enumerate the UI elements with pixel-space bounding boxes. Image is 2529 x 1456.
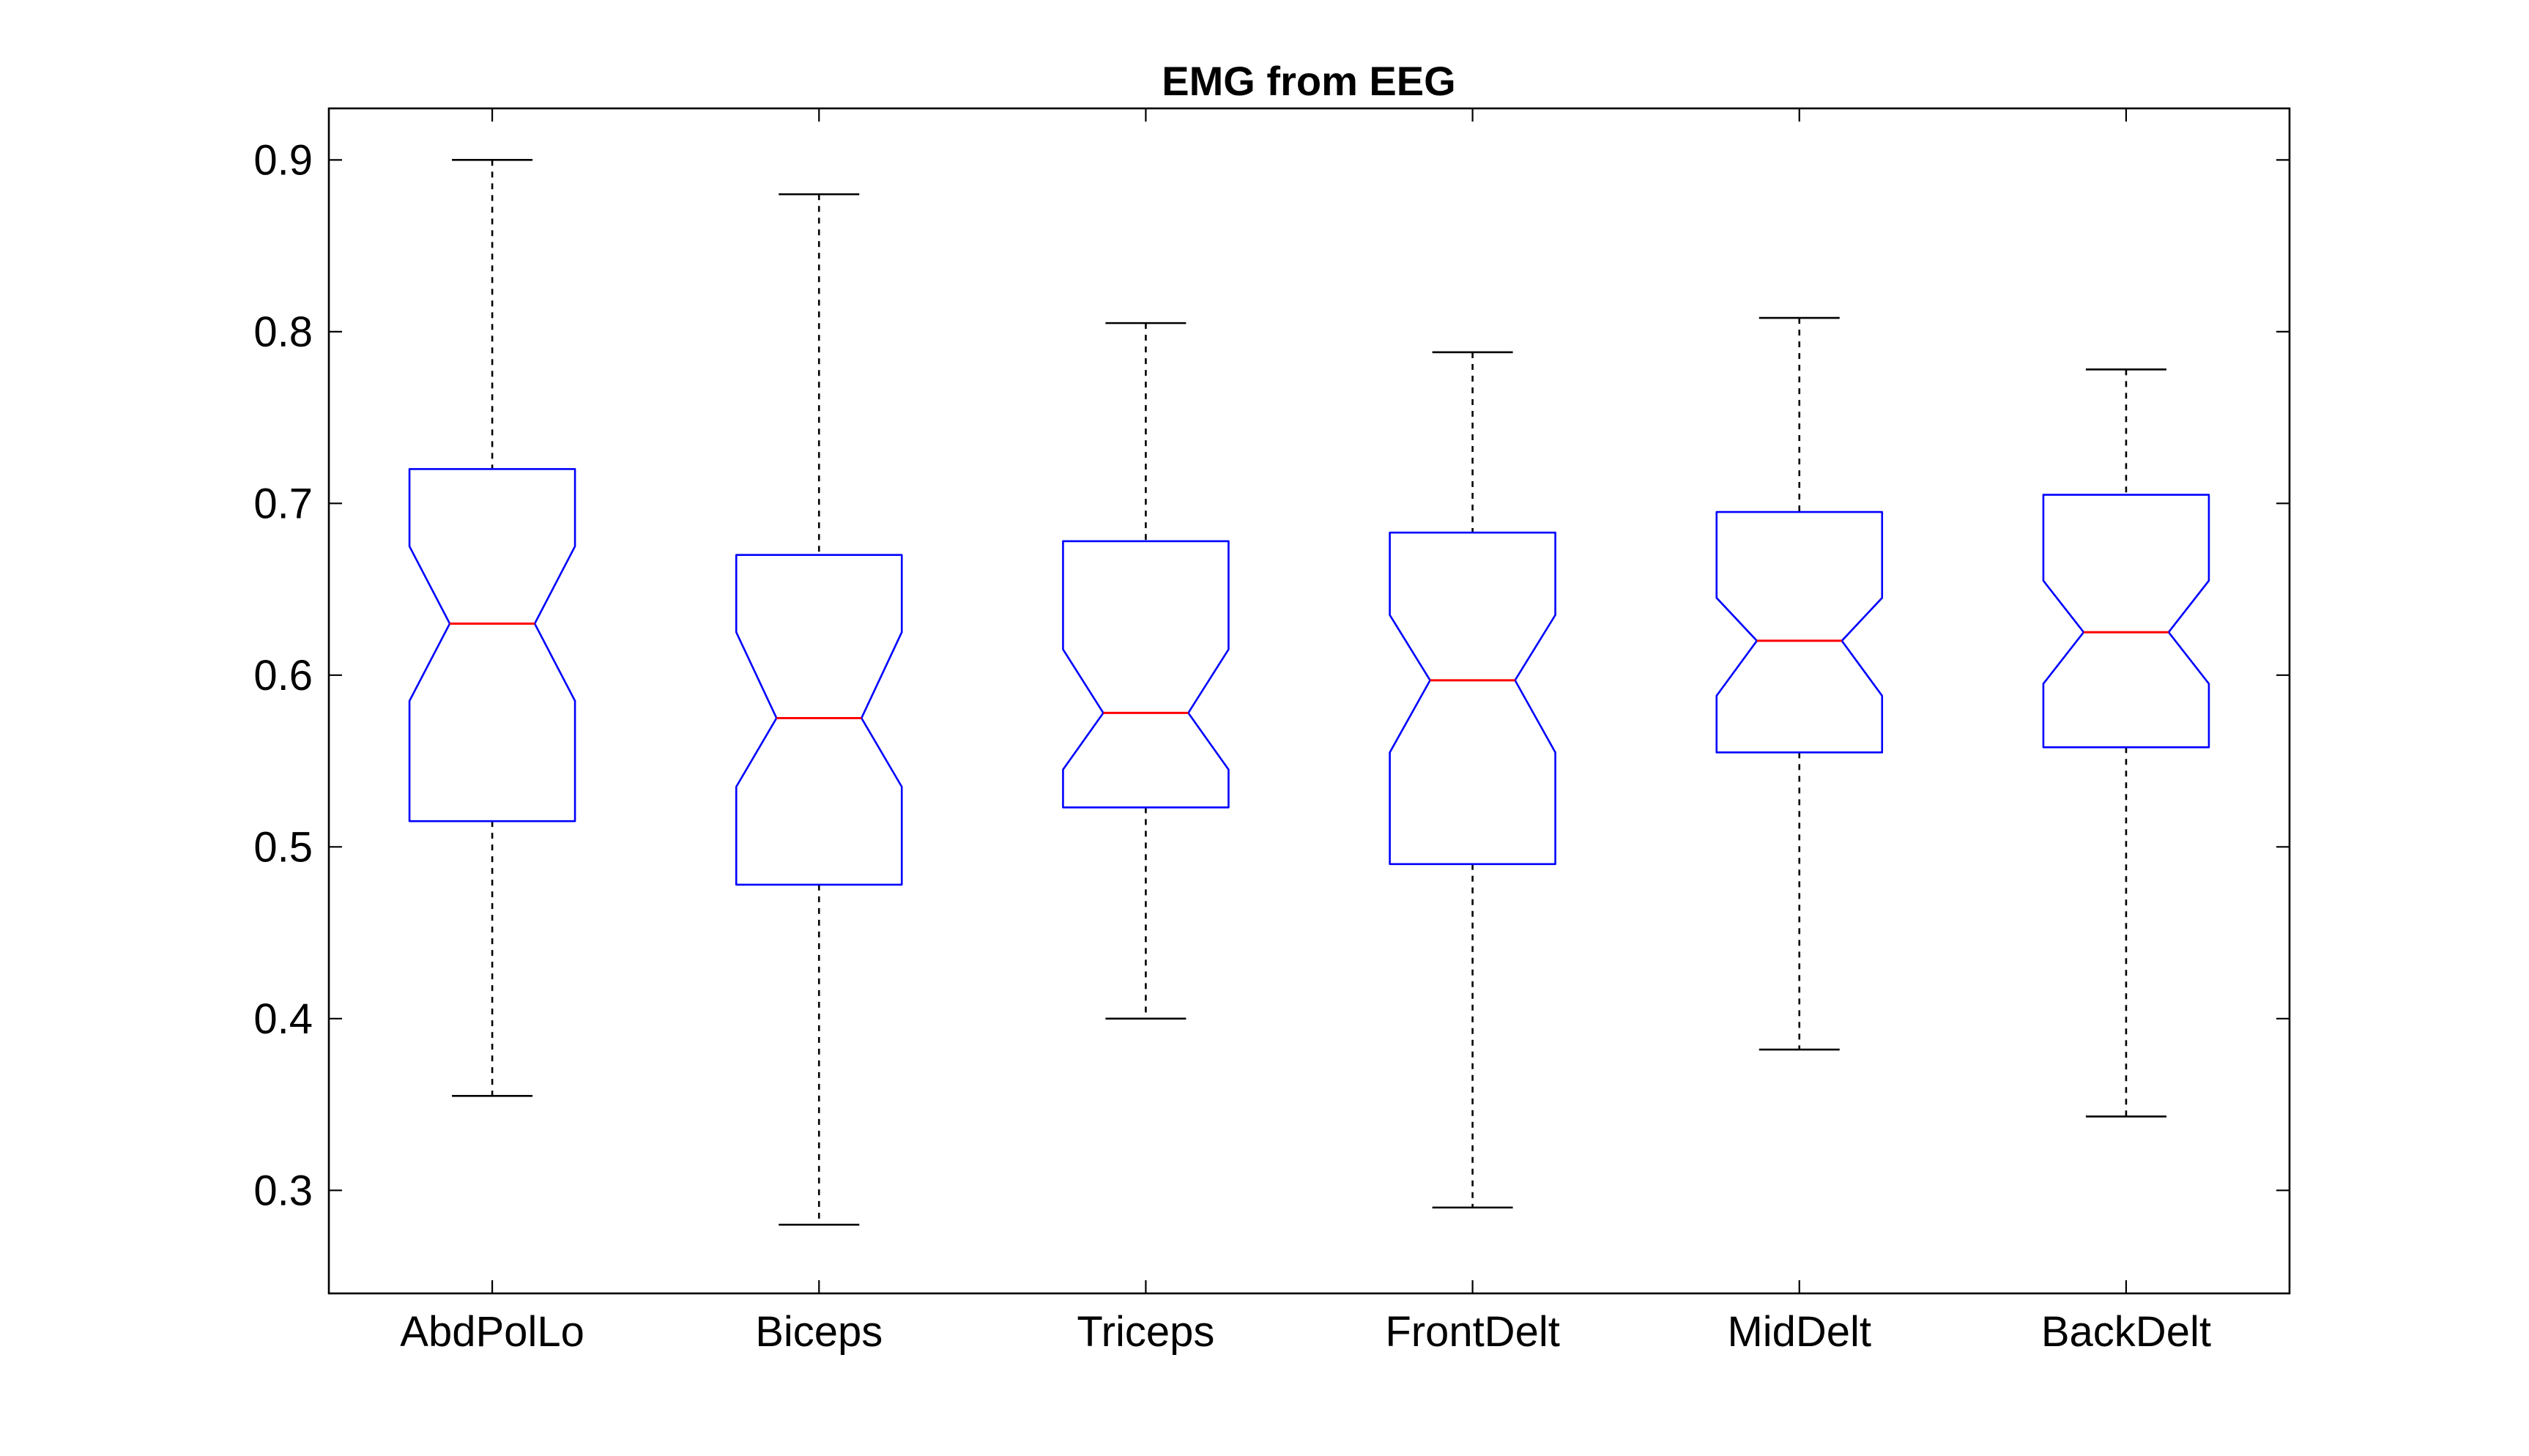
svg-text:0.8: 0.8 xyxy=(253,308,313,356)
svg-text:BackDelt: BackDelt xyxy=(2041,1308,2211,1356)
svg-text:0.9: 0.9 xyxy=(253,136,313,184)
svg-text:0.6: 0.6 xyxy=(253,652,313,699)
svg-text:Triceps: Triceps xyxy=(1077,1308,1214,1356)
svg-text:0.4: 0.4 xyxy=(253,995,313,1043)
svg-text:FrontDelt: FrontDelt xyxy=(1385,1308,1560,1356)
svg-text:0.7: 0.7 xyxy=(253,480,313,527)
svg-text:0.3: 0.3 xyxy=(253,1167,313,1214)
svg-text:AbdPolLo: AbdPolLo xyxy=(400,1308,584,1356)
svg-text:EMG from EEG: EMG from EEG xyxy=(1162,58,1455,104)
svg-text:MidDelt: MidDelt xyxy=(1727,1308,1871,1356)
svg-text:0.5: 0.5 xyxy=(253,823,313,871)
svg-text:Biceps: Biceps xyxy=(755,1308,883,1356)
